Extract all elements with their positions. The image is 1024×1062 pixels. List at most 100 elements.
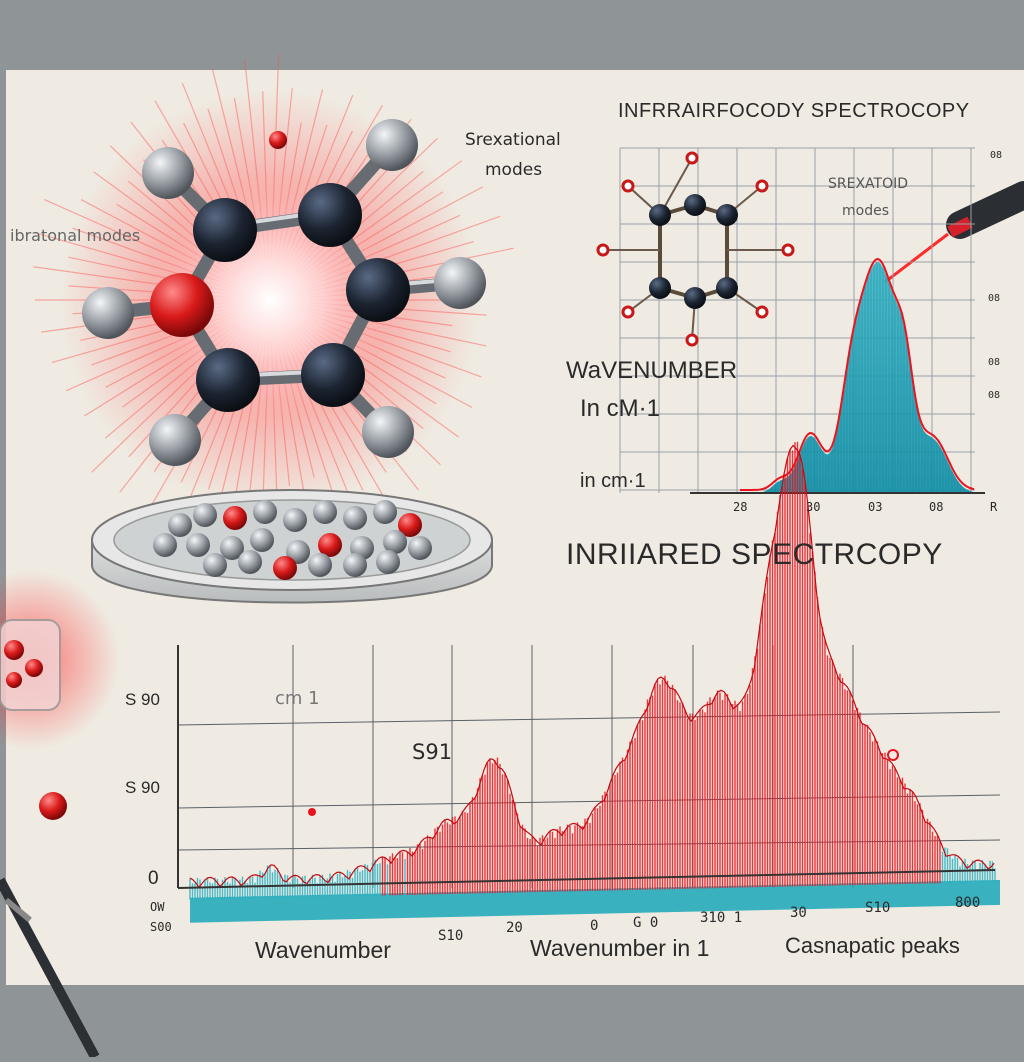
upper-chart-ylabel-line2: In cM·1 <box>580 395 661 422</box>
hydrogen-atom <box>366 119 418 171</box>
lower-chart-x-tick: 20 <box>506 920 523 936</box>
sample-bead <box>223 506 247 530</box>
sample-bead <box>250 528 274 552</box>
sample-bead <box>220 536 244 560</box>
spectrum-teal-base <box>190 879 1000 923</box>
lower-chart-title: INRIIARED SPECTRCOPY <box>566 538 943 571</box>
sample-bead <box>343 553 367 577</box>
ring-oxygen-atom <box>755 179 769 193</box>
ring-carbon-atom <box>649 277 671 299</box>
carbon-atom <box>196 348 260 412</box>
sample-bead <box>193 503 217 527</box>
sample-bead <box>283 508 307 532</box>
upper-chart-xlabel: in cm·1 <box>580 470 646 492</box>
lower-chart-x-axis <box>177 869 996 889</box>
sample-bead <box>168 513 192 537</box>
sample-bead <box>153 533 177 557</box>
upper-chart-x-tick: 03 <box>868 500 883 514</box>
sample-bead <box>308 553 332 577</box>
lower-chart-x-tick: 0 <box>590 918 599 934</box>
sample-bead <box>408 536 432 560</box>
upper-chart-title: INFRRAIRFOCODY SPECTROCOPY <box>618 100 970 122</box>
hexagon-molecule-diagram <box>596 151 795 347</box>
ring-oxygen-atom <box>755 305 769 319</box>
ring-oxygen-atom <box>685 333 699 347</box>
lower-chart-marker <box>887 749 899 761</box>
upper-chart-spectrum <box>740 257 975 493</box>
sample-bead <box>253 500 277 524</box>
small-red-atom <box>269 131 287 149</box>
carbon-atom <box>346 258 410 322</box>
lower-chart-xlabel-right: Casnapatic peaks <box>785 933 960 958</box>
vial <box>0 570 120 750</box>
upper-chart-inner-label: SREXATOID <box>828 176 909 192</box>
hydrogen-atom <box>142 147 194 199</box>
upper-chart-inner-label-line2: modes <box>842 203 889 219</box>
ring-oxygen-atom <box>621 179 635 193</box>
lower-chart-xlabel-mid: Wavenumber in 1 <box>530 935 710 961</box>
ring-oxygen-atom <box>781 243 795 257</box>
ring-oxygen-atom <box>596 243 610 257</box>
ring-carbon-atom <box>684 194 706 216</box>
lower-chart-y-tick: S 90 <box>125 690 160 709</box>
hydrogen-atom <box>434 257 486 309</box>
annotation-vibrational-top-line2: modes <box>485 160 543 180</box>
lower-chart-x-tick: 800 <box>955 895 981 911</box>
grid-line <box>177 711 1001 726</box>
upper-chart-x-tick: 30 <box>806 500 821 514</box>
lower-chart-x-tick: 30 <box>790 905 807 921</box>
upper-chart-x-tick: 08 <box>929 500 944 514</box>
lower-chart-x-tick: G 0 <box>633 915 659 931</box>
lower-chart-x-tick: S10 <box>438 928 464 944</box>
molecule-model <box>82 119 486 466</box>
sample-bead <box>286 540 310 564</box>
spectrum-line <box>740 257 975 491</box>
sample-bead <box>318 533 342 557</box>
red-bead <box>39 792 67 820</box>
sample-bead <box>376 550 400 574</box>
sample-bead <box>398 513 422 537</box>
sample-bead <box>238 550 262 574</box>
upper-chart-right-tick: 08 <box>988 293 1001 304</box>
ring-oxygen-atom <box>621 305 635 319</box>
pen <box>0 877 100 1060</box>
annotation-vibrational-left: ibratonal modes <box>10 226 141 245</box>
carbon-atom <box>301 343 365 407</box>
upper-chart-ylabel: WaVENUMBER <box>566 357 738 384</box>
sample-bead <box>343 506 367 530</box>
red-dot <box>308 808 316 816</box>
lower-chart-x-tick: 310 1 <box>700 910 743 926</box>
lower-chart-spectrum <box>189 441 1000 923</box>
hydrogen-atom <box>149 414 201 466</box>
lower-chart-x-tick: S10 <box>865 900 891 916</box>
lower-chart-corner-tick: OW <box>150 900 165 914</box>
ring-carbon-atom <box>684 287 706 309</box>
lower-chart-y-tick: S 90 <box>125 778 160 797</box>
lower-chart-y-tick: 0 <box>148 868 159 889</box>
hydrogen-atom <box>362 406 414 458</box>
lower-chart <box>177 441 1001 923</box>
sample-bead <box>383 530 407 554</box>
hydrogen-atom <box>82 287 134 339</box>
ring-carbon-atom <box>716 204 738 226</box>
sample-beads <box>153 500 432 580</box>
carbon-atom <box>193 198 257 262</box>
ring-carbon-atom <box>649 204 671 226</box>
ring-carbon-atom <box>716 277 738 299</box>
upper-chart-right-tick: 08 <box>988 357 1001 368</box>
sample-bead <box>186 533 210 557</box>
annotation-vibrational-top: Srexational <box>465 130 561 150</box>
sample-bead <box>373 500 397 524</box>
spectrum-line <box>189 444 995 889</box>
sample-dish <box>91 489 493 604</box>
lower-chart-corner-tick: S00 <box>150 920 172 934</box>
lower-chart-unit-label: cm 1 <box>275 688 320 709</box>
lower-chart-xlabel-left: Wavenumber <box>255 937 391 963</box>
oxygen-atom <box>150 273 214 337</box>
sample-bead <box>273 556 297 580</box>
upper-chart-right-tick: 08 <box>990 150 1003 161</box>
sample-bead <box>313 500 337 524</box>
carbon-atom <box>298 183 362 247</box>
